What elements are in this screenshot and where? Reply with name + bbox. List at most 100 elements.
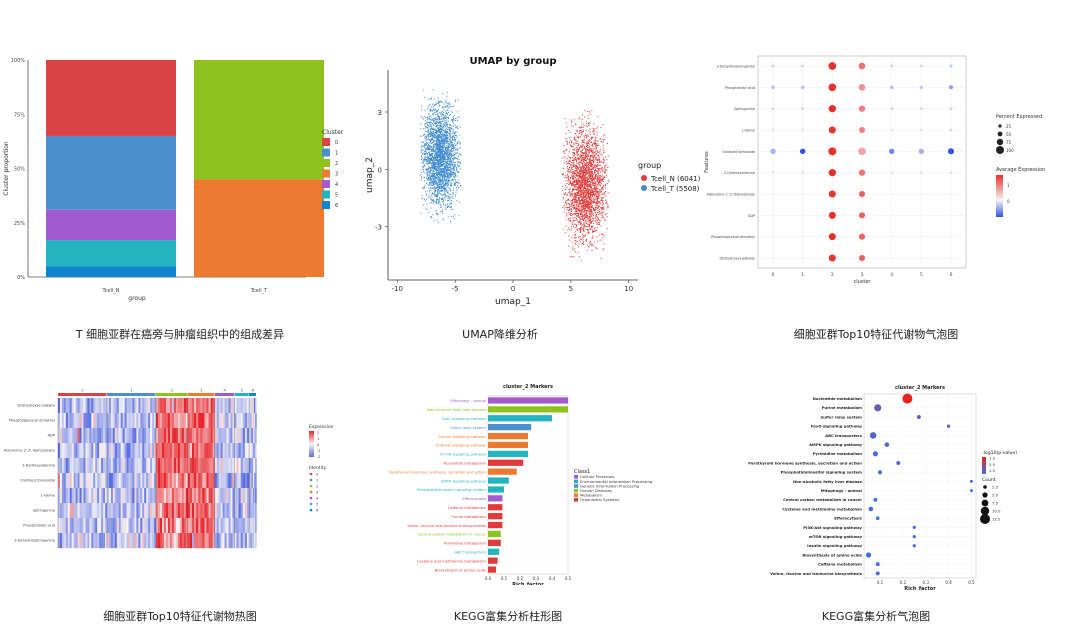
scatter-point bbox=[593, 183, 595, 185]
scatter-point bbox=[569, 131, 571, 133]
scatter-point bbox=[577, 168, 579, 170]
scatter-point bbox=[436, 113, 438, 115]
scatter-point bbox=[598, 191, 600, 193]
scatter-point bbox=[595, 147, 597, 149]
scatter-point bbox=[454, 176, 456, 178]
scatter-point bbox=[598, 224, 600, 226]
scatter-point bbox=[453, 218, 455, 220]
scatter-point bbox=[588, 208, 590, 210]
scatter-point bbox=[594, 227, 596, 229]
scatter-point bbox=[455, 117, 457, 119]
scatter-point bbox=[434, 168, 436, 170]
scatter-point bbox=[568, 168, 570, 170]
scatter-point bbox=[588, 219, 590, 221]
scatter-point bbox=[602, 215, 604, 217]
scatter-point bbox=[601, 170, 603, 172]
scatter-point bbox=[592, 162, 594, 164]
scatter-point bbox=[424, 137, 426, 139]
scatter-point bbox=[580, 203, 582, 205]
scatter-point bbox=[437, 152, 439, 154]
scatter-point bbox=[424, 109, 426, 111]
scatter-point bbox=[577, 181, 579, 183]
scatter-point bbox=[578, 203, 580, 205]
scatter-point bbox=[448, 114, 450, 116]
scatter-point bbox=[585, 180, 587, 182]
scatter-point bbox=[595, 190, 597, 192]
scatter-point bbox=[426, 168, 428, 170]
scatter-point bbox=[569, 166, 571, 168]
scatter-point bbox=[586, 144, 588, 146]
scatter-point bbox=[440, 115, 442, 117]
scatter-point bbox=[450, 183, 452, 185]
scatter-point bbox=[433, 156, 435, 158]
scatter-point bbox=[599, 164, 601, 166]
scatter-point bbox=[572, 164, 574, 166]
scatter-point bbox=[589, 208, 591, 210]
scatter-point bbox=[574, 177, 576, 179]
scatter-point bbox=[585, 165, 587, 167]
scatter-point bbox=[586, 188, 588, 190]
scatter-point bbox=[445, 141, 447, 143]
scatter-point bbox=[446, 185, 448, 187]
scatter-point bbox=[582, 220, 584, 222]
scatter-point bbox=[573, 181, 575, 183]
scatter-point bbox=[441, 163, 443, 165]
scatter-point bbox=[442, 174, 444, 176]
scatter-point bbox=[578, 190, 580, 192]
scatter-point bbox=[583, 157, 585, 159]
scatter-point bbox=[420, 145, 422, 147]
scatter-point bbox=[440, 175, 442, 177]
scatter-point bbox=[452, 155, 454, 157]
scatter-point bbox=[451, 196, 453, 198]
scatter-point bbox=[435, 117, 437, 119]
scatter-point bbox=[436, 161, 438, 163]
scatter-point bbox=[458, 134, 460, 136]
scatter-point bbox=[572, 220, 574, 222]
scatter-point bbox=[584, 159, 586, 161]
scatter-point bbox=[431, 159, 433, 161]
scatter-point bbox=[444, 182, 446, 184]
scatter-point bbox=[434, 193, 436, 195]
scatter-point bbox=[585, 217, 587, 219]
scatter-point bbox=[444, 198, 446, 200]
scatter-point bbox=[570, 180, 572, 182]
scatter-point bbox=[436, 115, 438, 117]
scatter-point bbox=[450, 150, 452, 152]
scatter-point bbox=[566, 209, 568, 211]
scatter-point bbox=[434, 187, 436, 189]
scatter-point bbox=[588, 111, 590, 113]
x-axis-title: group bbox=[128, 295, 146, 302]
scatter-point bbox=[572, 173, 574, 175]
scatter-point bbox=[448, 157, 450, 159]
scatter-point bbox=[573, 159, 575, 161]
scatter-point bbox=[592, 245, 594, 247]
scatter-point bbox=[584, 234, 586, 236]
scatter-point bbox=[432, 214, 434, 216]
scatter-point bbox=[453, 169, 455, 171]
scatter-point bbox=[457, 125, 459, 127]
scatter-point bbox=[420, 151, 422, 153]
scatter-point bbox=[440, 169, 442, 171]
scatter-point bbox=[450, 172, 452, 174]
scatter-point bbox=[603, 135, 605, 137]
scatter-point bbox=[429, 124, 431, 126]
scatter-point bbox=[573, 142, 575, 144]
scatter-point bbox=[452, 161, 454, 163]
scatter-point bbox=[446, 135, 448, 137]
scatter-point bbox=[432, 150, 434, 152]
scatter-point bbox=[446, 123, 448, 125]
scatter-point bbox=[430, 157, 432, 159]
scatter-point bbox=[428, 172, 430, 174]
scatter-point bbox=[585, 216, 587, 218]
scatter-point bbox=[592, 184, 594, 186]
scatter-point bbox=[587, 204, 589, 206]
scatter-point bbox=[459, 161, 461, 163]
scatter-point bbox=[436, 185, 438, 187]
scatter-point bbox=[582, 170, 584, 172]
scatter-point bbox=[585, 189, 587, 191]
scatter-point bbox=[594, 186, 596, 188]
scatter-point bbox=[441, 152, 443, 154]
scatter-point bbox=[578, 131, 580, 133]
scatter-point bbox=[596, 204, 598, 206]
scatter-point bbox=[563, 151, 565, 153]
